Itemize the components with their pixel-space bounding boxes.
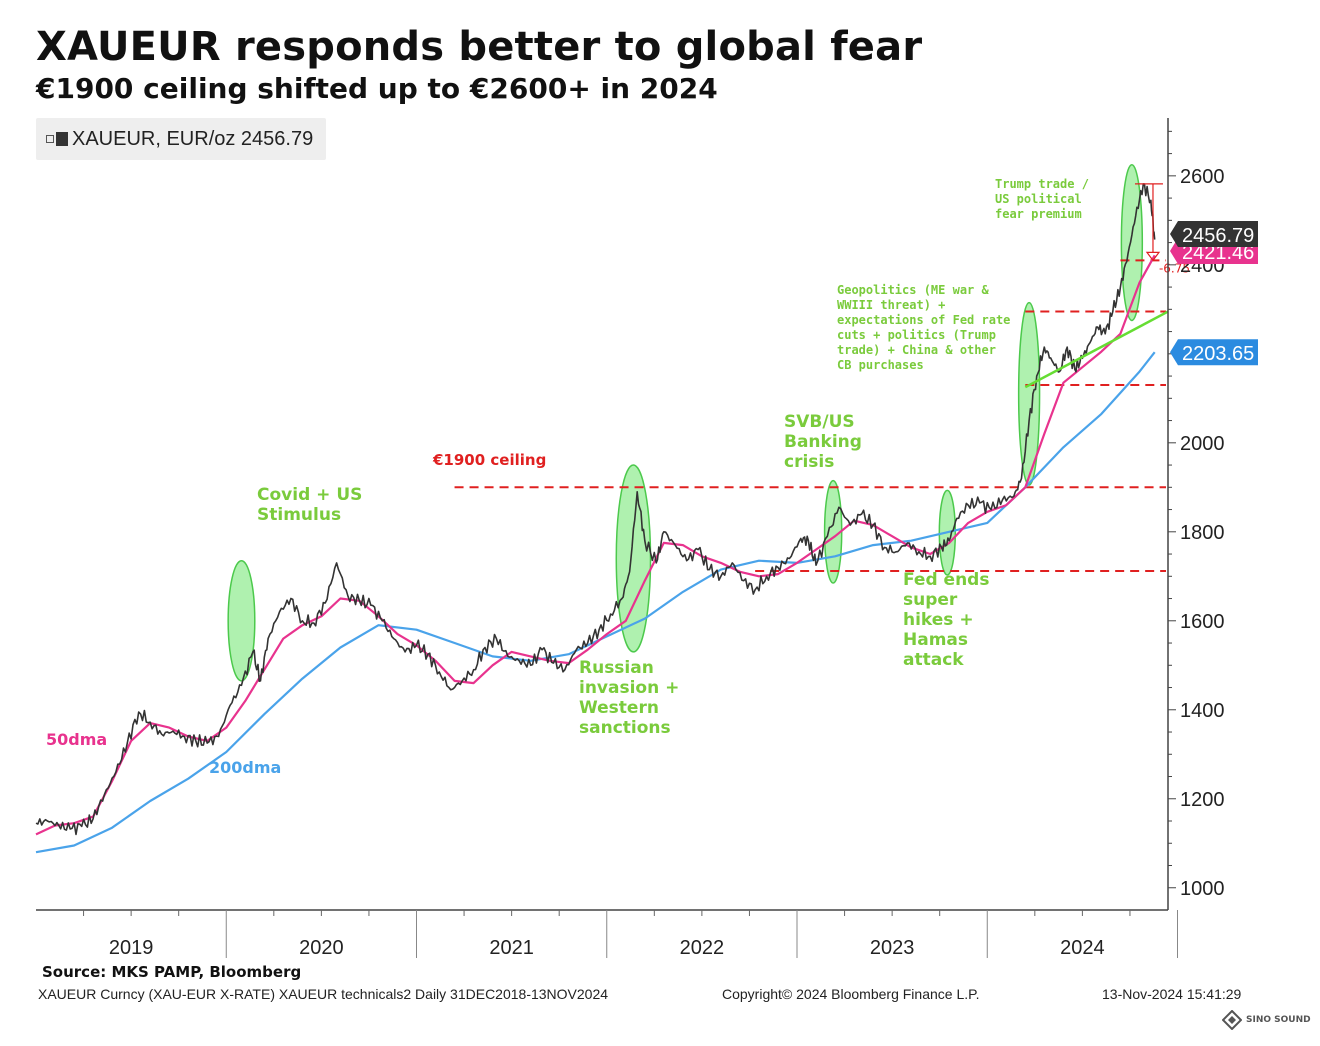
y-tick-label: 2600 (1180, 166, 1225, 188)
legend-box: XAUEUR, EUR/oz 2456.79 (36, 118, 326, 160)
y-tick-label: 1800 (1180, 522, 1225, 544)
ticker-info: XAUEUR Curncy (XAU-EUR X-RATE) XAUEUR te… (38, 986, 609, 1002)
highlight-ellipses (227, 163, 1144, 682)
highlight-ellipse-0 (227, 559, 256, 682)
drawdown-label: -6.75 (1159, 261, 1190, 275)
series-line-dma200 (35, 351, 1156, 854)
series-line-price (35, 183, 1156, 836)
annotation-covid: Covid + US Stimulus (257, 485, 362, 525)
value-tag-dma50: 2421.46 (1182, 242, 1254, 264)
annotation-svb: SVB/US Banking crisis (784, 412, 862, 472)
brand-text: SINO SOUND (1246, 1015, 1311, 1025)
chart-title: XAUEUR responds better to global fear (36, 24, 923, 70)
y-tick-label: 1000 (1180, 878, 1225, 900)
x-tick-label: 2023 (870, 937, 915, 959)
trendline-group: -6.75 (1024, 183, 1190, 389)
legend-toggle-icon[interactable] (46, 135, 54, 143)
copyright: Copyright© 2024 Bloomberg Finance L.P. (722, 986, 980, 1002)
annotation-geo: Geopolitics (ME war & WWIII threat) + expe… (837, 283, 1010, 372)
highlight-ellipse-4 (1017, 301, 1041, 486)
drawdown-arrow (1145, 251, 1161, 262)
y-tick-label: 1200 (1180, 789, 1225, 811)
x-tick-label: 2020 (299, 937, 344, 959)
legend-label: XAUEUR, EUR/oz 2456.79 (72, 127, 314, 150)
x-tick-label: 2022 (680, 937, 725, 959)
y-tick-label: 1400 (1180, 700, 1225, 722)
x-tick-label: 2021 (489, 937, 534, 959)
trend-line (1024, 310, 1169, 389)
legend-swatch-icon (56, 132, 68, 146)
label-200dma: 200dma (209, 758, 281, 777)
series-lines (35, 183, 1156, 854)
brand-logo: SINO SOUND (1222, 1010, 1311, 1030)
x-tick-label: 2024 (1060, 937, 1105, 959)
annotations: Covid + US Stimulus Russian invasion + Weste… (46, 177, 1089, 777)
value-tag-price: 2456.79 (1182, 225, 1254, 247)
annotation-trump: Trump trade / US political fear premium (995, 177, 1089, 221)
highlight-ellipse-5 (1120, 163, 1144, 322)
value-tag-bg-price (1170, 221, 1258, 247)
label-50dma: 50dma (46, 730, 107, 749)
annotation-russia: Russian invasion + Western sanctions (579, 658, 679, 738)
y-tick-label: 1600 (1180, 611, 1225, 633)
highlight-ellipse-1 (615, 464, 652, 653)
series-line-dma50 (35, 254, 1156, 836)
value-tag-bg-dma200 (1170, 339, 1258, 366)
resistance-levels (454, 259, 1166, 572)
diamond-icon (1222, 1010, 1242, 1030)
annotation-fed: Fed ends super hikes + Hamas attack (903, 570, 989, 670)
source-note: Source: MKS PAMP, Bloomberg (42, 963, 302, 981)
y-tick-label: 2000 (1180, 433, 1225, 455)
timestamp: 13-Nov-2024 15:41:29 (1102, 986, 1242, 1002)
value-tag-dma200: 2203.65 (1182, 343, 1254, 365)
chart-subtitle: €1900 ceiling shifted up to €2600+ in 20… (36, 72, 718, 105)
x-tick-label: 2019 (109, 937, 154, 959)
label-ceiling: €1900 ceiling (432, 451, 546, 469)
